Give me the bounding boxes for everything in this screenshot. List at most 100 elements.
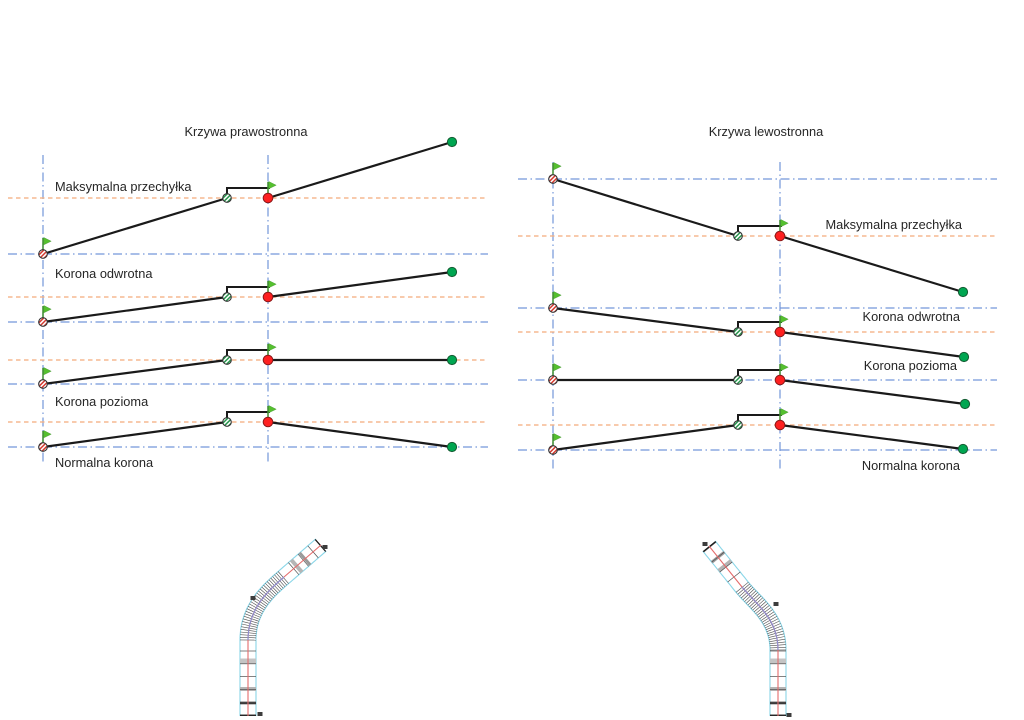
row-label: Normalna korona — [55, 455, 154, 470]
station-marker — [322, 545, 328, 549]
row-label: Maksymalna przechyłka — [55, 179, 192, 194]
flag-triangle — [268, 405, 277, 414]
plan-right-curve — [239, 538, 328, 716]
start-station-marker — [548, 445, 558, 455]
flag-triangle — [43, 367, 52, 376]
end-station-dot — [446, 441, 458, 453]
spiral-end-marker — [222, 193, 232, 203]
start-station-marker — [548, 303, 558, 313]
step-bracket — [737, 321, 782, 328]
step-bracket — [737, 369, 782, 376]
row-right-curve-1: Korona odwrotna — [8, 266, 488, 327]
transition-line-in — [42, 358, 228, 386]
flag-triangle — [553, 162, 562, 171]
plan-left-curve — [702, 540, 792, 717]
flag-triangle — [268, 280, 277, 289]
flag-triangle — [553, 291, 562, 300]
panel-left-curve: Krzywa lewostronna Maksymalna przechyłka K… — [518, 124, 997, 473]
spiral-end-marker — [222, 417, 232, 427]
start-station-marker — [548, 174, 558, 184]
row-left-curve-2: Korona pozioma — [518, 358, 997, 410]
curve-point-dot — [262, 354, 274, 366]
panel-right-curve: Krzywa prawostronna Maksymalna przechyłka… — [8, 124, 488, 470]
curve-point-dot — [774, 374, 786, 386]
row-right-curve-0: Maksymalna przechyłka — [8, 136, 488, 259]
row-label: Normalna korona — [862, 458, 961, 473]
spiral-end-marker — [733, 375, 743, 385]
transition-line-in — [42, 420, 228, 449]
curve-point-dot — [262, 416, 274, 428]
flag-triangle — [780, 408, 789, 417]
spiral-end-marker — [222, 292, 232, 302]
curve-point-dot — [262, 291, 274, 303]
station-marker — [773, 602, 779, 606]
transition-line-out — [779, 234, 964, 294]
start-station-marker — [548, 375, 558, 385]
transition-line-out — [267, 140, 453, 200]
road-centerline-spiral — [247, 576, 285, 641]
row-right-curve-2: Korona pozioma — [8, 343, 488, 409]
start-station-marker — [38, 379, 48, 389]
flag-triangle — [268, 343, 277, 352]
transition-line-in — [552, 177, 739, 238]
station-marker — [250, 596, 256, 600]
end-station-dot — [958, 351, 970, 363]
step-bracket — [226, 411, 270, 418]
flag-triangle — [780, 315, 789, 324]
panel-title: Krzywa lewostronna — [709, 124, 824, 139]
road-edge — [702, 550, 771, 716]
transition-line-in — [552, 306, 739, 334]
flag-triangle — [43, 305, 52, 314]
row-left-curve-3: Normalna korona — [518, 408, 997, 473]
start-station-marker — [38, 442, 48, 452]
station-marker — [786, 713, 792, 717]
flag-triangle — [553, 433, 562, 442]
transition-line-out — [779, 330, 965, 359]
row-left-curve-1: Korona odwrotna — [518, 291, 997, 363]
end-station-dot — [957, 286, 969, 298]
transition-line-out — [267, 420, 453, 449]
flag-triangle — [43, 430, 52, 439]
transition-line-out — [267, 270, 453, 299]
step-bracket — [737, 225, 782, 232]
spiral-end-marker — [733, 420, 743, 430]
spiral-end-marker — [733, 327, 743, 337]
row-label: Korona odwrotna — [55, 266, 153, 281]
road-edge — [255, 550, 327, 716]
row-label: Korona pozioma — [55, 394, 149, 409]
step-bracket — [737, 414, 782, 421]
row-label: Maksymalna przechyłka — [825, 217, 962, 232]
step-bracket — [226, 349, 270, 356]
curve-point-dot — [774, 326, 786, 338]
transition-line-out — [779, 378, 966, 406]
curve-point-dot — [774, 419, 786, 431]
road-centerline-spiral — [741, 586, 779, 651]
spiral-end-marker — [222, 355, 232, 365]
row-right-curve-3: Normalna korona — [8, 405, 488, 470]
station-marker — [702, 542, 708, 546]
start-station-marker — [38, 249, 48, 259]
curve-point-dot — [774, 230, 786, 242]
panel-title: Krzywa prawostronna — [184, 124, 308, 139]
road-centerline — [247, 544, 322, 716]
end-station-dot — [446, 136, 458, 148]
end-station-dot — [446, 266, 458, 278]
flag-triangle — [780, 219, 789, 228]
flag-triangle — [268, 181, 277, 190]
road-edge — [714, 540, 787, 716]
step-bracket — [226, 286, 270, 293]
row-label: Korona pozioma — [864, 358, 958, 373]
transition-line-out — [779, 423, 964, 451]
transition-line-in — [552, 423, 739, 452]
start-station-marker — [38, 317, 48, 327]
spiral-end-marker — [733, 231, 743, 241]
end-station-dot — [446, 354, 458, 366]
end-station-dot — [957, 443, 969, 455]
transition-line-in — [42, 295, 228, 324]
station-marker — [257, 712, 263, 716]
end-station-dot — [959, 398, 971, 410]
transition-line-in — [42, 196, 228, 256]
step-bracket — [226, 187, 270, 194]
